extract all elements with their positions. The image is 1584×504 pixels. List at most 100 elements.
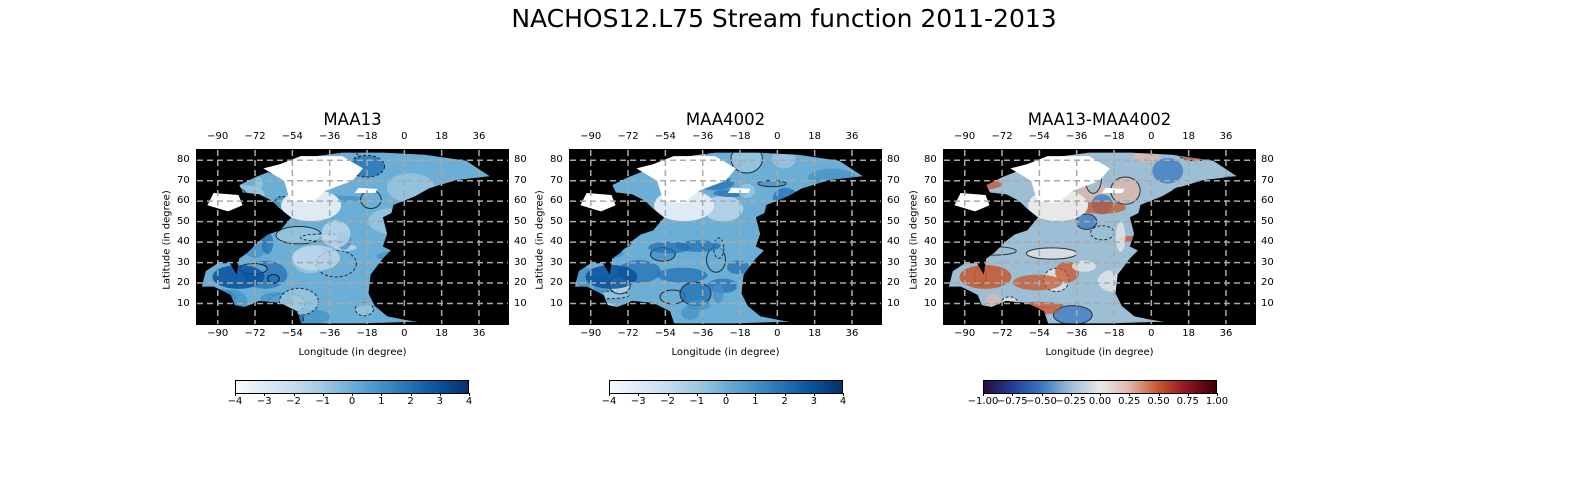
field-contour [1230,176,1239,202]
greenland-landmass [1010,156,1110,204]
map-panel: MAA13 −90 −90 −72 −72 −54 −54 −36 −36 −18 −18 0 0 18 1… [159,110,531,370]
colorbar-tick-label: 0.25 [1118,396,1141,407]
hudson-landmass [954,193,990,212]
colorbar-tick-label: −3 [630,396,646,407]
field-contour [1203,306,1226,324]
field-contour [576,154,616,180]
colorbar-tick-label: −0.50 [1026,396,1057,407]
lat-tick-label: 60 [1261,195,1274,207]
field-contour [765,266,805,292]
field-contour [433,279,446,297]
lat-tick-label: 40 [550,236,563,248]
lon-tick-label: 18 [808,328,822,339]
colorbar-tick-mark [813,393,815,396]
lat-tick-label: 80 [1261,154,1274,166]
field-contour [1090,225,1115,241]
field-contour [1124,278,1169,300]
field-contour [1025,247,1078,260]
lat-tick-label: 30 [550,256,563,268]
lat-tick-label: 30 [1261,256,1274,268]
field-contour [579,240,608,247]
field-contour [806,222,843,249]
lat-tick-label: 70 [550,174,563,186]
lon-tick-label: −54 [281,328,303,339]
lon-tick-label: −54 [654,131,676,142]
y-axis-label-text: Latitude (in degree) [908,190,920,290]
lon-tick-label: −54 [281,131,303,142]
field-contour [1188,308,1201,324]
map-panel: MAA4002 −90 −90 −72 −72 −54 −54 −36 −36 −18 −18 0 0 1… [532,110,904,370]
field-contour [467,301,480,319]
lat-tick-label: 10 [514,297,527,309]
lat-tick-label: 50 [550,215,563,227]
field-contour [439,239,467,248]
field-contour [1137,298,1157,319]
field-contour [1225,228,1239,240]
coastline [947,151,1241,324]
lon-tick-label: 36 [845,328,859,339]
colorbar-tick-mark [1041,393,1043,396]
field-contour [594,310,622,320]
lon-tick-label: −18 [356,328,378,339]
colorbar-tick-mark [784,393,786,396]
lat-tick-label: 20 [514,277,527,289]
lon-tick-label: −90 [207,131,229,142]
field-contour [292,245,340,271]
field-contour [214,289,248,314]
colorbar-ticks: −1.00 −0.75 −0.50 −0.25 0.00 0.25 0.50 0.75 1.00 [968,393,1228,410]
colorbar-tick-mark [381,393,383,396]
field-contour [221,307,248,318]
field-contour [1132,301,1167,310]
colorbar-tick-label: 2 [407,396,414,407]
colorbar-tick-label: 1.00 [1205,396,1229,407]
colorbar-tick-mark [609,393,610,396]
lon-tick-label: −90 [580,328,602,339]
colorbar-tick-mark [667,393,669,396]
field-contour [948,165,960,178]
colorbar-tick-mark [1129,393,1131,396]
iceland-landmass [727,187,751,193]
iceland-landmass [354,187,378,193]
lon-tick-label: 36 [472,131,486,142]
colorbar [235,380,469,394]
hudson-landmass [580,193,616,212]
colorbar-tick-label: 0 [722,396,730,407]
colorbar-ticks: −4 −3 −2 −1 0 1 2 3 4 [228,393,472,410]
field-contour [1222,211,1239,235]
field-contour [730,152,763,174]
colorbar-tick-label: −2 [286,396,301,407]
colorbar-tick-mark [983,393,984,396]
field-contour [1175,195,1218,224]
y-axis-label: Latitude (in degree) [535,190,546,289]
field-contour [872,208,881,225]
lat-tick-label: 50 [514,215,527,227]
lat-tick-label: 40 [177,236,190,248]
colorbar-tick-mark [410,393,412,396]
field-contour [948,171,989,188]
lat-tick-label: 10 [1261,297,1274,309]
lat-tick-label: 50 [924,215,937,227]
y-axis-label: Latitude (in degree) [909,190,920,289]
colorbar-tick-label: 1 [752,396,759,407]
field-contour [603,214,640,237]
field-contour [1152,158,1184,184]
colorbar-tick-mark [696,393,698,396]
lon-tick-label: 0 [1148,328,1155,339]
map-plot-area [569,149,882,325]
lon-tick-label: −18 [729,328,751,339]
colorbar-tick-mark [322,393,324,396]
field-contour [772,187,799,211]
field-contour [432,262,466,281]
colorbar-tick-mark [264,393,266,396]
field-contour [1192,303,1239,323]
field-contour [1115,222,1126,252]
field-contour [466,230,492,246]
lon-tick-label: 18 [435,328,449,339]
lat-tick-label: 40 [514,236,527,248]
colorbar [609,380,843,394]
colorbar-tick-mark [293,393,295,396]
colorbar-tick-label: −4 [227,396,243,407]
lat-tick-label: 70 [887,174,900,186]
x-axis-label: Longitude (in degree) [1045,347,1154,358]
panel-title: MAA13-MAA4002 [1027,110,1172,129]
